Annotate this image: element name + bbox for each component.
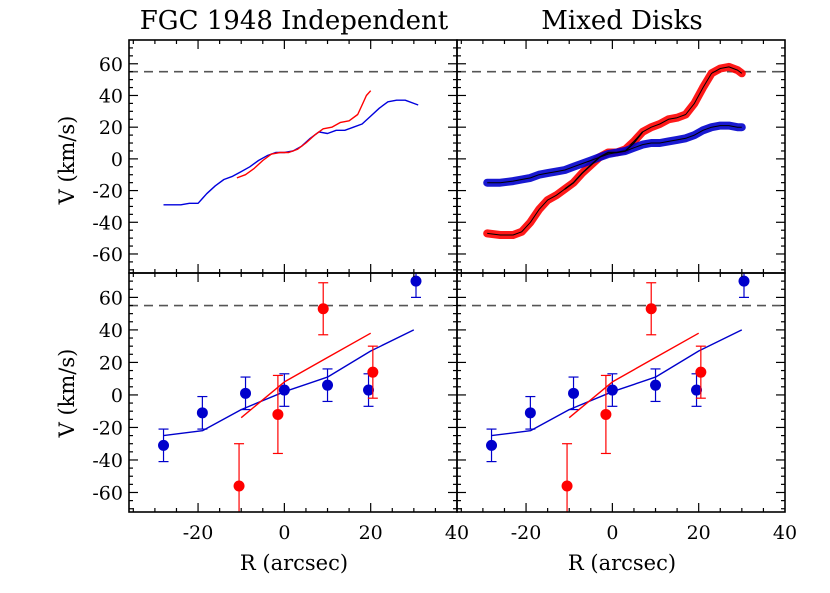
panel-frame — [128, 39, 458, 274]
y-tick-label: -60 — [92, 244, 123, 266]
data-point — [606, 373, 618, 407]
y-tick-label: 0 — [111, 149, 123, 171]
bottom-y-axis-label: V (km/s) — [55, 349, 79, 439]
bottom-right-x-axis-label: R (arcsec) — [568, 551, 676, 575]
data-point — [240, 376, 252, 411]
point-marker — [272, 408, 284, 420]
data-point — [486, 428, 498, 463]
point-marker — [158, 439, 170, 451]
x-tick-label: 20 — [359, 522, 383, 544]
x-tick-label: 20 — [687, 522, 711, 544]
y-tick-label: -40 — [92, 450, 123, 472]
point-marker — [278, 384, 290, 396]
plot-area — [457, 273, 785, 512]
y-tick-label: -60 — [92, 482, 123, 504]
y-tick-label: 20 — [99, 352, 123, 374]
y-tick-label: 60 — [99, 54, 123, 76]
point-marker — [524, 407, 536, 419]
y-tick-label: 20 — [99, 117, 123, 139]
plot-area — [129, 273, 457, 512]
point-marker — [650, 379, 662, 391]
point-marker — [606, 384, 618, 396]
plot-area — [129, 70, 457, 206]
y-tick-label: 60 — [99, 287, 123, 309]
data-point — [158, 428, 170, 463]
right-column-title: Mixed Disks — [541, 6, 703, 36]
x-tick-label: -20 — [183, 522, 214, 544]
series-line — [568, 332, 700, 419]
y-tick-label: -20 — [92, 181, 123, 203]
series-line — [163, 99, 419, 206]
data-point — [645, 282, 657, 336]
data-point — [561, 443, 573, 512]
point-marker — [317, 303, 329, 315]
x-tick-label: -20 — [511, 522, 542, 544]
series-line — [236, 90, 372, 179]
data-point — [233, 443, 245, 512]
data-point — [738, 273, 750, 298]
point-marker — [486, 439, 498, 451]
x-tick-label: 40 — [773, 522, 797, 544]
left-column-title: FGC 1948 Independent — [140, 6, 449, 36]
y-tick-label: 0 — [111, 385, 123, 407]
point-marker — [233, 480, 245, 492]
point-marker — [367, 366, 379, 378]
point-marker — [738, 275, 750, 287]
data-point — [524, 395, 536, 430]
data-point — [650, 368, 662, 403]
point-marker — [322, 379, 334, 391]
data-point — [278, 373, 290, 407]
data-point — [322, 368, 334, 403]
point-marker — [645, 303, 657, 315]
data-point — [317, 282, 329, 336]
y-tick-label: 40 — [99, 85, 123, 107]
point-marker — [363, 384, 375, 396]
panel-bottom-left: 60 40 20 0 -20 -40 -60 -20 0 20 40 — [92, 272, 469, 544]
series-band — [483, 121, 746, 187]
data-point — [695, 345, 707, 399]
panel-frame — [456, 272, 786, 513]
point-marker — [196, 407, 208, 419]
data-point — [272, 374, 284, 455]
data-point — [410, 273, 422, 298]
data-point — [367, 345, 379, 399]
series-line — [564, 131, 644, 190]
panel-frame — [128, 272, 458, 513]
data-point — [196, 395, 208, 430]
panel-top-right — [456, 39, 786, 274]
point-marker — [410, 275, 422, 287]
x-tick-label: 40 — [445, 522, 469, 544]
data-point — [363, 373, 375, 407]
top-y-axis-label: V (km/s) — [55, 116, 79, 206]
data-point — [691, 373, 703, 407]
point-marker — [240, 387, 252, 399]
y-tick-label: -40 — [92, 212, 123, 234]
data-point — [600, 374, 612, 455]
point-marker — [568, 387, 580, 399]
y-tick-label: 40 — [99, 320, 123, 342]
plot-area — [457, 62, 785, 239]
panel-top-left: 60 40 20 0 -20 -40 -60 — [92, 39, 458, 274]
y-tick-label: -20 — [92, 417, 123, 439]
x-tick-label: 0 — [278, 522, 290, 544]
panel-bottom-right: -20 0 20 40 — [456, 272, 797, 544]
x-tick-label: 0 — [606, 522, 618, 544]
data-point — [568, 376, 580, 411]
point-marker — [600, 408, 612, 420]
point-marker — [561, 480, 573, 492]
series-line — [240, 332, 372, 419]
bottom-left-x-axis-label: R (arcsec) — [240, 551, 348, 575]
point-marker — [695, 366, 707, 378]
point-marker — [691, 384, 703, 396]
